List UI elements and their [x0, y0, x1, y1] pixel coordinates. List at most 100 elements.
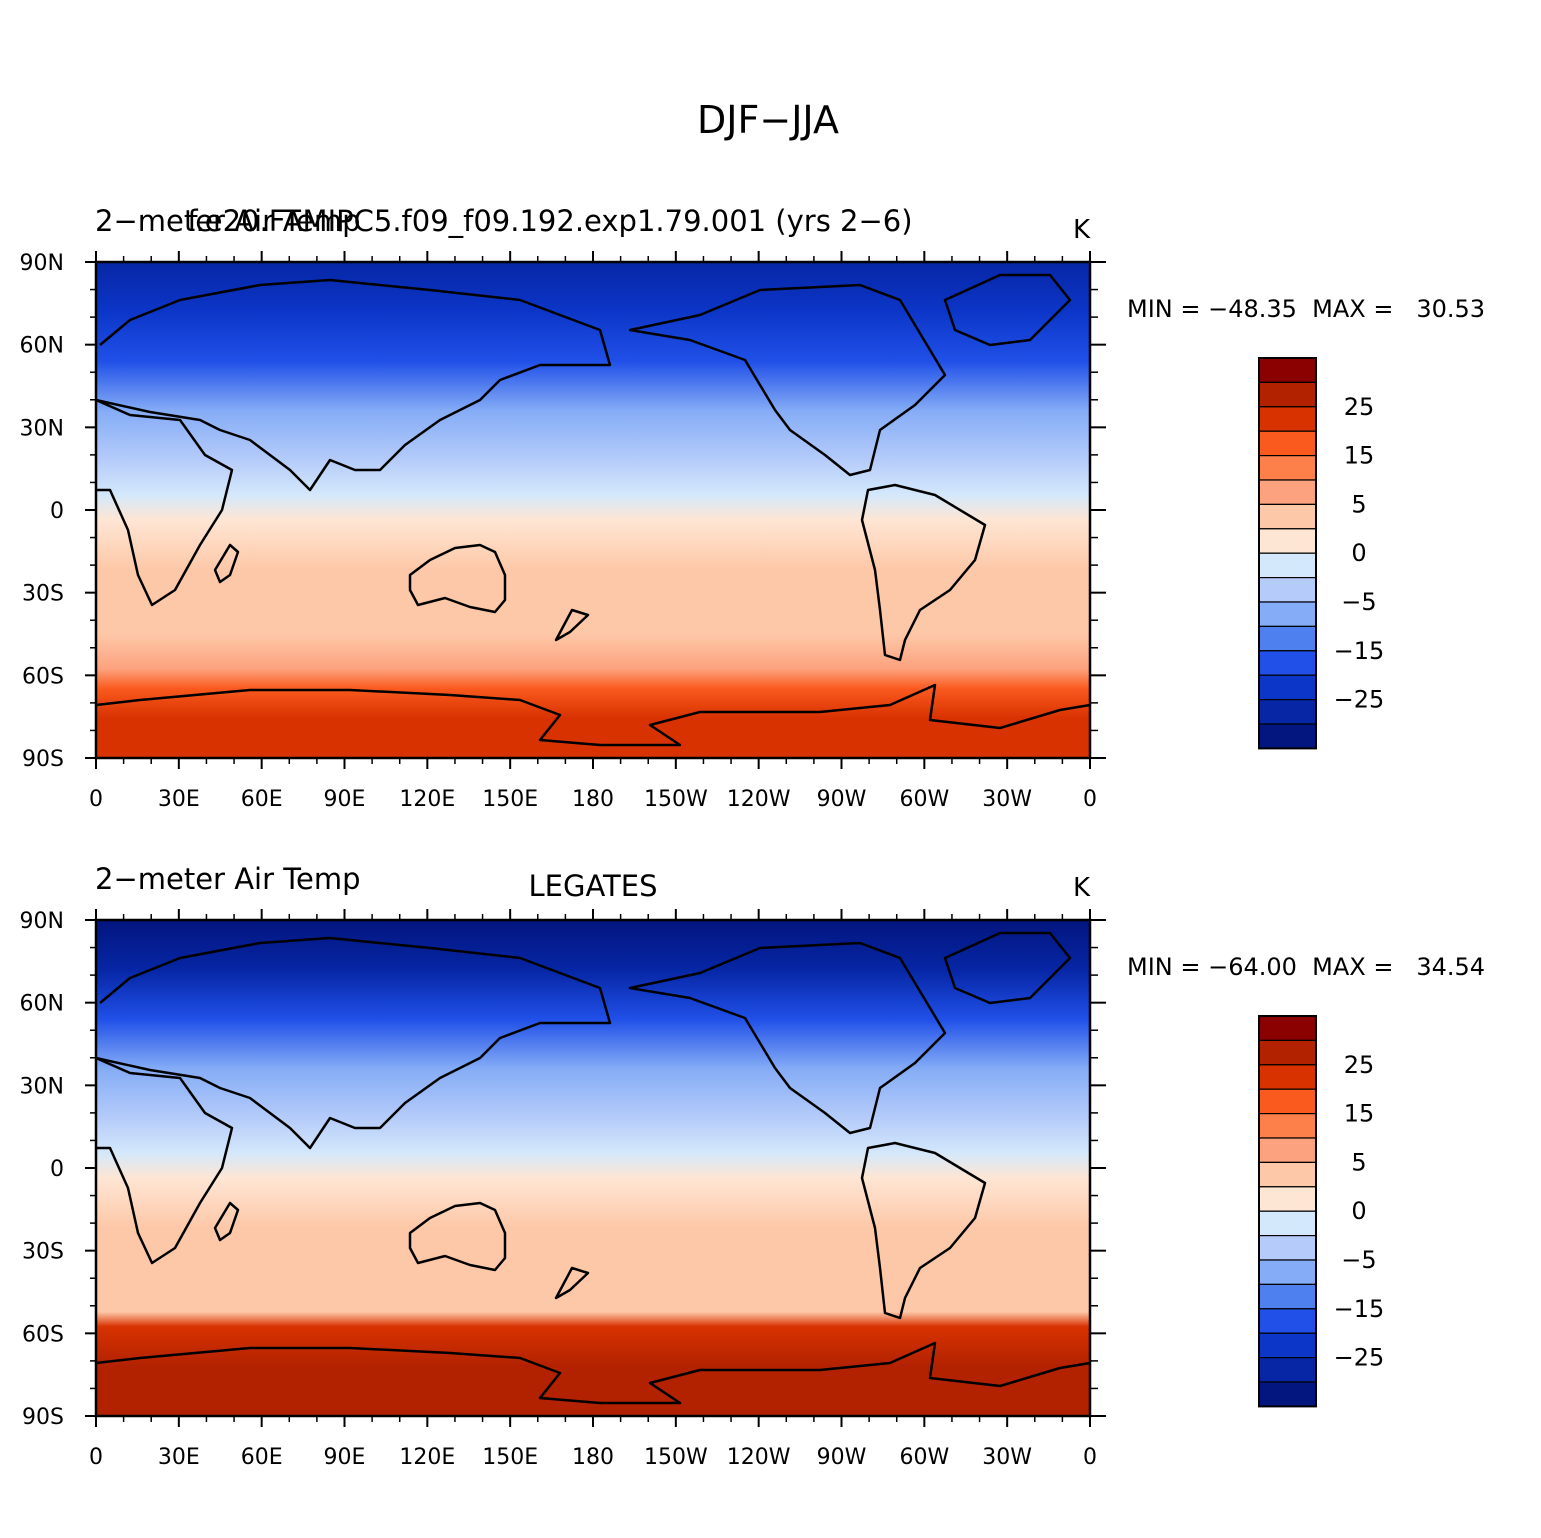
min-max-stats: MIN = −48.35 MAX = 30.53: [1127, 295, 1485, 323]
x-tick-label: 60E: [241, 1445, 283, 1470]
obs-panel: 2−meter Air Temp LEGATES K 0 30E 60E 90E 120…: [20, 862, 1486, 1470]
colorbar-label: 5: [1351, 1148, 1366, 1176]
model-panel: 2−meter Air Temp f.e20.FAMIPC5.f09_f09.1…: [20, 204, 1486, 812]
x-tick-label: 150E: [482, 1445, 538, 1470]
x-tick-label: 30E: [158, 1445, 200, 1470]
x-tick-label: 90E: [324, 1445, 366, 1470]
colorbar-segment: [1258, 552, 1317, 579]
x-tick-label: 90W: [817, 1445, 867, 1470]
axes: 0 30E 60E 90E 120E 150E 180 150W 120W 90W 60W 30W 09…: [20, 909, 1106, 1470]
eurasia-outline: [95, 278, 612, 492]
new-zealand-outline: [554, 1266, 590, 1300]
x-tick-label: 180: [572, 787, 614, 812]
y-tick-label: 0: [50, 1157, 64, 1182]
x-tick-label: 150E: [482, 787, 538, 812]
colorbar-segment: [1258, 406, 1317, 432]
colorbar-label: 0: [1351, 1197, 1366, 1225]
x-tick-label: 90W: [817, 787, 867, 812]
panel-title-left: 2−meter Air Temp: [95, 204, 361, 238]
x-tick-label: 0: [89, 787, 103, 812]
colorbar-segment: [1258, 1356, 1317, 1383]
colorbar-segment: [1258, 1332, 1317, 1359]
colorbar-segment: [1258, 698, 1317, 725]
colorbar-segment: [1258, 1088, 1317, 1115]
greenland-outline: [943, 931, 1072, 1005]
new-zealand-outline: [554, 608, 590, 642]
madagascar-outline: [213, 543, 240, 584]
y-tick-label: 60N: [20, 334, 64, 359]
colorbar-label: −5: [1341, 1246, 1376, 1274]
australia-outline: [408, 1201, 507, 1272]
y-tick-label: 30N: [20, 416, 64, 441]
x-tick-label: 30W: [982, 787, 1032, 812]
colorbar-label: 5: [1351, 490, 1366, 518]
colorbar-segment: [1258, 1234, 1317, 1261]
colorbar-segment: [1258, 503, 1317, 530]
x-tick-label: 60E: [241, 787, 283, 812]
y-tick-label: 90N: [20, 909, 64, 934]
colorbar-frame: [1258, 1015, 1317, 1408]
y-tick-label: 30S: [22, 1240, 64, 1265]
y-tick-label: 90S: [22, 747, 64, 772]
x-tick-label: 0: [1083, 1445, 1097, 1470]
colorbar-label: 15: [1344, 442, 1375, 470]
y-tick-label: 60S: [22, 664, 64, 689]
y-tick-label: 0: [50, 499, 64, 524]
colorbar-label: −15: [1334, 1295, 1385, 1323]
min-max-stats: MIN = −64.00 MAX = 34.54: [1127, 953, 1485, 981]
colorbar-label: −5: [1341, 588, 1376, 616]
north-america-outline: [628, 283, 947, 477]
y-tick-label: 90S: [22, 1405, 64, 1430]
south-america-outline: [860, 1141, 987, 1320]
y-tick-label: 90N: [20, 251, 64, 276]
x-tick-label: 120W: [727, 1445, 791, 1470]
eurasia-outline: [95, 936, 612, 1150]
colorbar-segment: [1258, 1186, 1317, 1212]
axes: 0 30E 60E 90E 120E 150E 180 150W 120W 90W 60W 30W 09…: [20, 251, 1106, 812]
colorbar-segment: [1258, 1064, 1317, 1090]
y-tick-label: 60N: [20, 992, 64, 1017]
x-tick-label: 120E: [399, 1445, 455, 1470]
greenland-outline: [943, 273, 1072, 347]
units-label: K: [1073, 215, 1091, 245]
x-tick-label: 120E: [399, 787, 455, 812]
colorbar-frame: [1258, 357, 1317, 750]
y-tick-label: 60S: [22, 1322, 64, 1347]
colorbar-segment: [1258, 1039, 1317, 1066]
colorbar-segment: [1258, 674, 1317, 701]
colorbar-segment: [1258, 1137, 1317, 1163]
colorbar-segment: [1258, 479, 1317, 505]
x-tick-label: 30E: [158, 787, 200, 812]
colorbar-segment: [1258, 1112, 1317, 1139]
colorbar-segment: [1258, 625, 1317, 652]
panel-title-left: 2−meter Air Temp: [95, 862, 361, 896]
colorbar-label: 15: [1344, 1100, 1375, 1128]
colorbar-segment: [1258, 528, 1317, 554]
colorbar-label: 25: [1344, 393, 1375, 421]
north-america-outline: [628, 941, 947, 1135]
colorbar-label: −25: [1334, 1344, 1385, 1372]
x-tick-label: 60W: [899, 787, 949, 812]
continent-outlines: [95, 273, 1091, 747]
panel-title-center: f.e20.FAMIPC5.f09_f09.192.exp1.79.001 (y…: [187, 204, 912, 238]
south-america-outline: [860, 483, 987, 662]
colorbar-segment: [1258, 1210, 1317, 1237]
colorbar-segment: [1258, 601, 1317, 627]
colorbar-label: −15: [1334, 637, 1385, 665]
colorbar-segment: [1258, 430, 1317, 457]
x-tick-label: 150W: [644, 787, 708, 812]
colorbar: 25 15 5 0 −5 −15 −25: [1258, 1015, 1385, 1408]
colorbar-label: −25: [1334, 686, 1385, 714]
temperature-field: [96, 262, 1090, 758]
colorbar-label: 25: [1344, 1051, 1375, 1079]
colorbar-segment: [1258, 576, 1317, 603]
x-tick-label: 0: [1083, 787, 1097, 812]
colorbar-segment: [1258, 381, 1317, 408]
africa-outline: [95, 1056, 234, 1265]
panel-title-center: LEGATES: [529, 869, 658, 903]
units-label: K: [1073, 873, 1091, 903]
x-tick-label: 120W: [727, 787, 791, 812]
antarctica-outline: [95, 1341, 1091, 1405]
colorbar-segment: [1258, 650, 1317, 676]
